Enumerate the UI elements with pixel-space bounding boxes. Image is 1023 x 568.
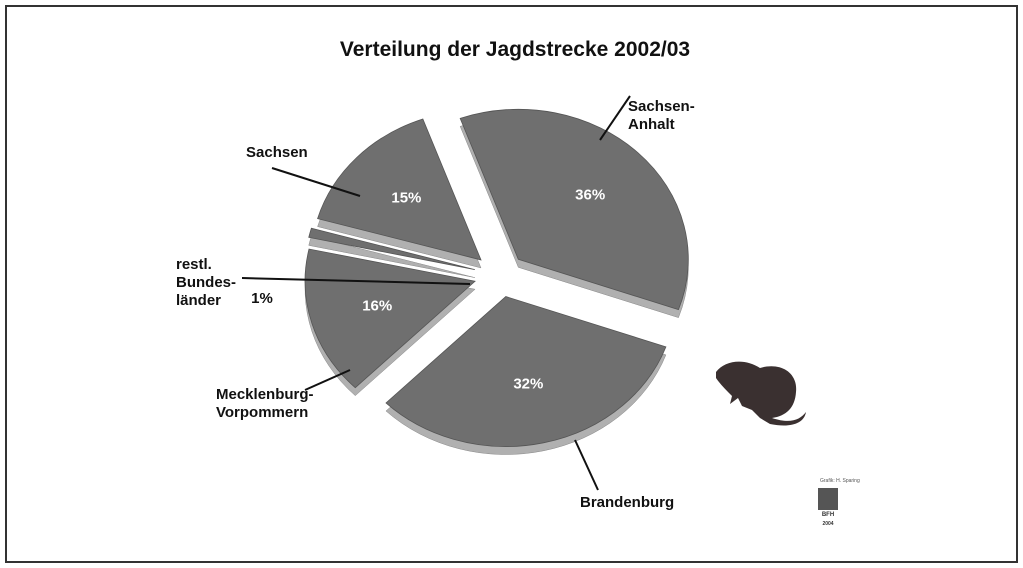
credit-logo: Grafik: H. Sparing BFH 2004 [818, 478, 860, 527]
logo-box [818, 488, 838, 510]
value-label: 15% [391, 190, 421, 207]
logo-text: BFH [822, 512, 834, 518]
category-label: Sachsen- Anhalt [628, 98, 695, 133]
slice [308, 227, 475, 270]
category-label: Sachsen [246, 144, 308, 161]
value-label: 36% [575, 186, 605, 203]
value-label: 1% [251, 290, 273, 307]
leader-line [574, 439, 599, 491]
leader-line [599, 95, 631, 141]
leader-line [241, 277, 471, 285]
credit-author: Grafik: H. Sparing [820, 478, 860, 484]
frame [5, 5, 1018, 563]
category-label: Mecklenburg- Vorpommern [216, 386, 314, 421]
slice [459, 108, 689, 311]
value-label: 32% [513, 375, 543, 392]
chart-title: Verteilung der Jagdstrecke 2002/03 [340, 38, 690, 61]
category-label: restl. Bundes- länder [176, 256, 236, 309]
slice [317, 118, 482, 261]
category-label: Brandenburg [580, 494, 675, 511]
credit-year: 2004 [822, 521, 833, 527]
ferret-icon [716, 361, 806, 426]
slice [385, 296, 667, 447]
leader-line [304, 369, 351, 391]
value-label: 16% [362, 298, 392, 315]
leader-line [271, 167, 361, 197]
